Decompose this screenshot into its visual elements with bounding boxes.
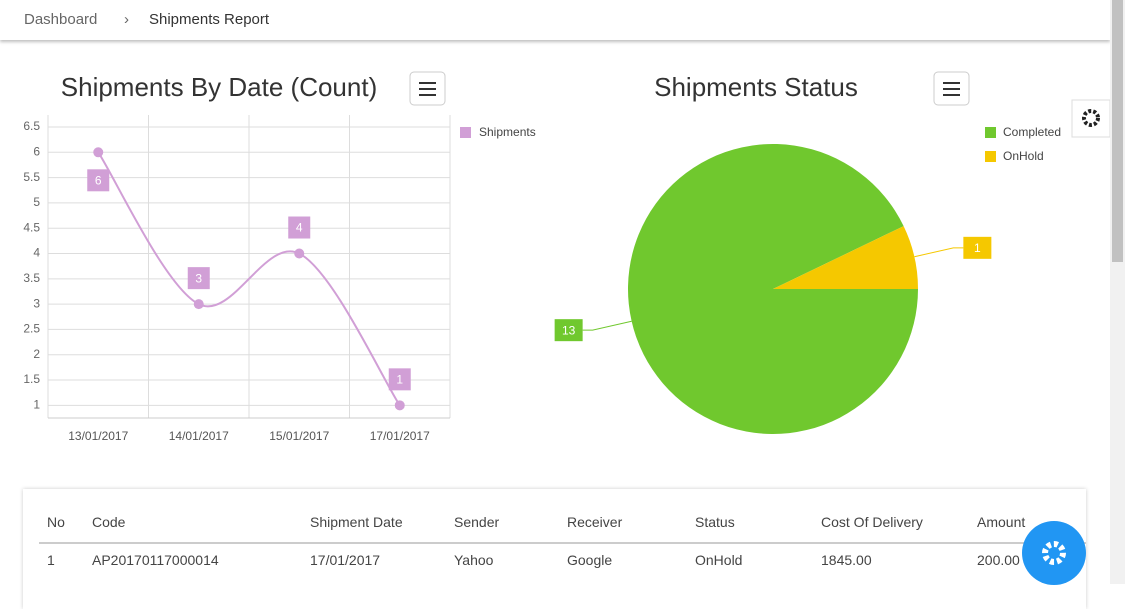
fab-circle <box>1022 521 1086 585</box>
scrollbar[interactable] <box>1110 0 1125 584</box>
table-cell: Google <box>567 552 613 568</box>
data-label-box <box>388 368 411 391</box>
charts: Shipments By Date (Count) 1 1.5 2 2.5 3 3.5 4 4.… <box>23 71 1110 443</box>
column-header: Shipment Date <box>310 514 403 530</box>
data-label: 4 <box>296 221 303 235</box>
table-cell: 1 <box>47 552 55 568</box>
y-tick-label: 2.5 <box>23 322 40 336</box>
column-header: Status <box>695 514 735 530</box>
y-tick-label: 1 <box>33 398 40 412</box>
data-label-box <box>963 236 992 259</box>
point <box>193 299 204 310</box>
x-tick-label: 15/01/2017 <box>269 429 329 443</box>
column-header: No <box>47 514 65 530</box>
legend-label: OnHold <box>1003 149 1044 163</box>
table-cell: 1845.00 <box>821 552 872 568</box>
table-cell: OnHold <box>695 552 743 568</box>
column-header: Receiver <box>567 514 623 530</box>
y-tick-label: 4.5 <box>23 220 40 234</box>
scroll-thumb[interactable] <box>1112 0 1123 262</box>
breadcrumb-current: Shipments Report <box>149 11 270 28</box>
data-label: 1 <box>974 241 981 255</box>
data-label: 13 <box>562 323 576 337</box>
y-tick-label: 6.5 <box>23 119 40 133</box>
chart-title: Shipments By Date (Count) <box>61 72 377 102</box>
page: Dashboard › Shipments Report Shipments B… <box>0 0 1125 586</box>
y-tick-label: 1.5 <box>23 372 40 386</box>
point <box>294 248 305 259</box>
legend-label: Completed <box>1003 125 1061 139</box>
point <box>93 147 104 158</box>
header-rule <box>39 542 1086 544</box>
label-connector <box>914 247 964 258</box>
table: No Code Shipment Date Sender Receiver Status C… <box>23 489 1086 609</box>
label-connector <box>582 320 632 331</box>
data-label-box <box>87 169 110 192</box>
y-tick-label: 2 <box>33 347 40 361</box>
menu-icon <box>943 82 960 96</box>
legend-swatch <box>985 151 996 162</box>
pie-slice <box>773 226 918 289</box>
data-label-box <box>554 319 583 342</box>
y-tick-label: 3 <box>33 296 40 310</box>
settings-tab[interactable] <box>1071 99 1110 138</box>
breadcrumb-link[interactable]: Dashboard <box>24 11 98 28</box>
top-bar: Dashboard › Shipments Report <box>0 0 1110 40</box>
settings-fab[interactable] <box>1021 520 1087 586</box>
x-tick-label: 14/01/2017 <box>169 429 229 443</box>
y-tick-label: 5.5 <box>23 170 40 184</box>
data-label: 3 <box>195 271 202 285</box>
column-header: Cost Of Delivery <box>821 514 923 530</box>
column-header: Code <box>92 514 126 530</box>
table-cell: AP20170117000014 <box>92 552 219 568</box>
data-label: 6 <box>95 173 102 187</box>
data-label-box <box>187 267 210 290</box>
gear-icon <box>1042 541 1066 565</box>
menu-icon <box>419 82 436 96</box>
table-cell: Yahoo <box>454 552 494 568</box>
legend-swatch <box>460 127 471 138</box>
x-tick-label: 17/01/2017 <box>370 429 430 443</box>
legend-label: Shipments <box>479 125 536 139</box>
x-tick-label: 13/01/2017 <box>68 429 128 443</box>
point <box>394 400 405 411</box>
column-header: Amount <box>977 514 1026 530</box>
y-tick-label: 6 <box>33 144 40 158</box>
data-label-box <box>288 216 311 239</box>
table-cell: 200.00 <box>977 552 1020 568</box>
pie-slice <box>628 144 918 435</box>
data-label: 1 <box>396 373 403 387</box>
line <box>97 151 401 406</box>
gear-icon <box>1082 109 1100 127</box>
legend-swatch <box>985 127 996 138</box>
y-tick-label: 3.5 <box>23 271 40 285</box>
column-header: Sender <box>454 514 500 530</box>
table-cell: 17/01/2017 <box>310 552 381 568</box>
y-tick-label: 5 <box>33 195 40 209</box>
chart-title: Shipments Status <box>654 72 858 102</box>
breadcrumb-separator: › <box>124 11 129 28</box>
y-tick-label: 4 <box>33 246 40 260</box>
